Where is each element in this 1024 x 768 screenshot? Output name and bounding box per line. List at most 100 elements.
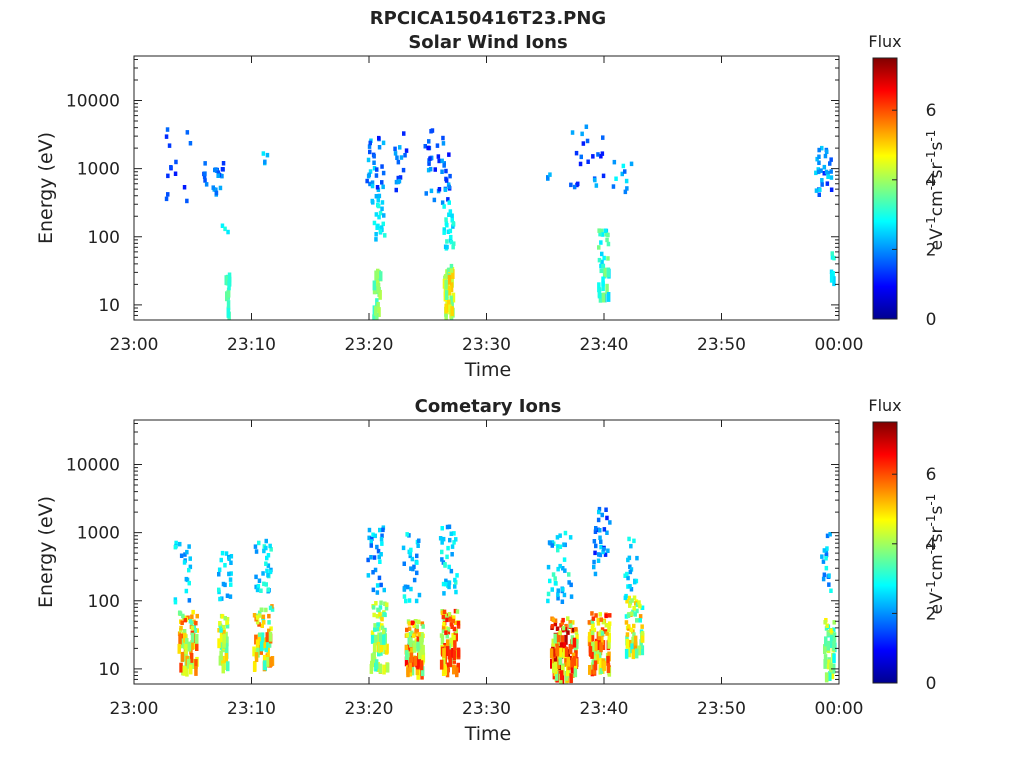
spectrogram-cell (404, 644, 409, 655)
spectrogram-cell (440, 634, 445, 645)
colorbar-tick-label: 0 (926, 310, 937, 330)
spectrogram-cell (600, 259, 604, 265)
spectrogram-cell (180, 620, 184, 625)
spectrogram-cell (444, 178, 449, 183)
spectrogram-cell (270, 607, 275, 612)
spectrogram-cell (628, 600, 633, 605)
spectrogram-cell (576, 181, 580, 187)
x-tick-label: 00:00 (815, 335, 864, 355)
spectrogram-cell (624, 178, 629, 184)
spectrogram-cell (593, 529, 598, 534)
spectrogram-cell (264, 642, 268, 653)
spectrogram-cell (382, 612, 386, 617)
spectrogram-cell (370, 183, 375, 189)
spectrogram-cell (627, 536, 631, 542)
spectrogram-cell (445, 554, 449, 560)
spectrogram-cell (452, 540, 456, 545)
spectrogram-cell (832, 632, 837, 643)
spectrogram-cell (229, 554, 234, 559)
spectrogram-cell (640, 631, 645, 636)
y-axis: 10 100 1000 10000 (66, 58, 839, 316)
spectrogram-cell (267, 620, 271, 625)
spectrogram-cell (549, 648, 554, 659)
colorbar: Flux 0 2 4 6 eV-1cm-2sr-1s-1 (868, 32, 947, 330)
spectrogram-cell (441, 536, 446, 542)
spectrogram-cell (451, 269, 455, 279)
spectrogram-cell (418, 649, 422, 660)
spectrogram-cell (591, 642, 595, 652)
spectrogram-cell (454, 620, 458, 625)
spectrogram-cell (823, 620, 827, 625)
spectrogram-cell (574, 150, 579, 156)
spectrogram-cell (406, 584, 410, 590)
spectrogram-cell (553, 576, 557, 581)
spectrogram-cell (219, 557, 223, 563)
spectrogram-cell (602, 547, 606, 552)
spectrogram-cell (187, 544, 191, 549)
spectrogram-cell (227, 571, 231, 577)
spectrogram-cell (424, 191, 428, 196)
spectrogram-cell (553, 653, 558, 664)
spectrogram-cell (382, 587, 386, 593)
spectrogram-cell (824, 552, 829, 558)
spectrogram-cell (593, 550, 597, 556)
spectrogram-cell (408, 551, 413, 556)
spectrogram-cell (427, 161, 431, 166)
spectrogram-cell (558, 655, 562, 665)
spectrogram-cell (638, 603, 642, 609)
spectrogram-cell (384, 644, 389, 655)
spectrogram-cell (605, 515, 609, 521)
spectrogram-cell (380, 200, 385, 205)
spectrogram-cell (625, 186, 629, 191)
spectrogram-cell (381, 184, 385, 190)
spectrogram-cell (546, 591, 551, 597)
spectrogram-cell (451, 244, 455, 250)
spectrogram-cell (452, 241, 456, 246)
spectrogram-cell (447, 580, 452, 585)
spectrogram-cell (382, 213, 386, 218)
spectrogram-cell (377, 554, 381, 560)
spectrogram-cell (581, 141, 586, 146)
spectrogram-cell (563, 627, 568, 632)
spectrogram-cell (602, 661, 606, 672)
spectrogram-cell (566, 616, 570, 621)
spectrogram-cell (448, 209, 453, 214)
spectrogram-cell (377, 575, 382, 581)
spectrogram-cell (222, 624, 226, 630)
spectrogram-cell (254, 549, 259, 554)
spectrogram-cell (411, 566, 415, 572)
spectrogram-cell (224, 643, 229, 653)
spectrogram-cell (378, 229, 383, 234)
spectrogram-cell (401, 545, 406, 551)
spectrogram-cell (262, 660, 267, 671)
spectrogram-cell (614, 176, 618, 181)
spectrogram-cell (379, 226, 383, 231)
spectrogram-cell (630, 598, 634, 603)
spectrogram-cell (575, 633, 579, 644)
spectrogram-cell (441, 628, 446, 634)
spectrogram-cell (569, 594, 574, 599)
spectrogram-cell (404, 656, 409, 667)
spectrogram-cell (440, 540, 444, 545)
spectrogram-cell (449, 568, 454, 574)
colorbar-label: eV-1cm-2sr-1s-1 (924, 494, 947, 615)
spectrogram-cell (221, 655, 225, 666)
spectrogram-cell (553, 661, 558, 672)
spectrogram-cell (376, 302, 380, 312)
spectrogram-cell (218, 655, 223, 666)
spectrogram-cell (213, 167, 217, 173)
spectrogram-cell (551, 572, 556, 577)
spectrogram-cell (548, 541, 552, 546)
spectrogram-cell (257, 540, 261, 546)
plot-frame (133, 55, 840, 321)
spectrogram-cell (367, 144, 372, 149)
spectrogram-cell (447, 152, 451, 157)
spectrogram-cell (624, 614, 629, 619)
spectrogram-cell (569, 673, 573, 684)
spectrogram-cell (594, 641, 598, 651)
spectrogram-cell (832, 620, 836, 625)
spectrogram-cell (195, 613, 199, 619)
spectrogram-cell (166, 173, 170, 179)
spectrogram-cell (594, 543, 598, 549)
spectrogram-cell (177, 643, 181, 654)
